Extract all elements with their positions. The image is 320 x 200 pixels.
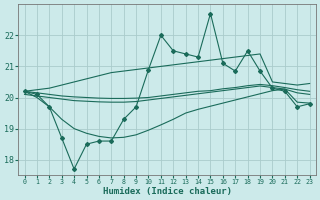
X-axis label: Humidex (Indice chaleur): Humidex (Indice chaleur) [103,187,232,196]
